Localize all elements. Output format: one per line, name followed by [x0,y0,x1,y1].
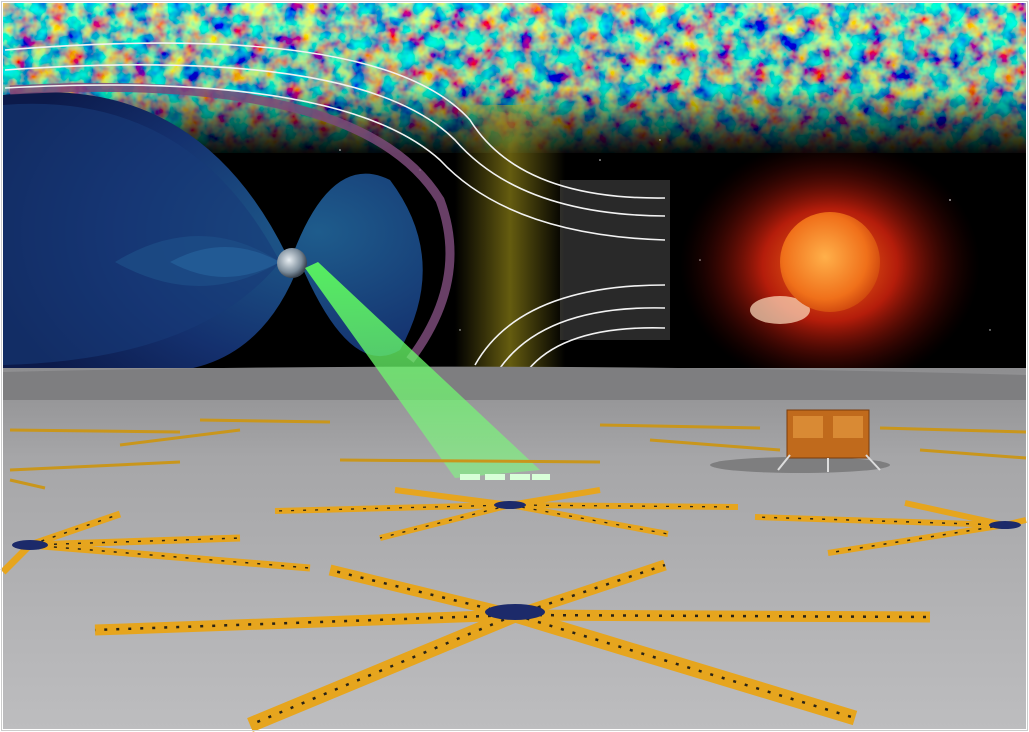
receiver [460,474,550,480]
data-beam [305,262,540,478]
magnetosphere [3,82,455,372]
horizon [3,366,1026,400]
field-lines [4,42,666,371]
antenna-array-left [0,510,311,575]
antenna-array-front [94,559,931,732]
far-arrays [9,418,1027,490]
earth [277,248,307,278]
antenna-array-right [754,500,1027,556]
lander [710,409,890,473]
solar-wind-band [455,105,565,370]
shock-front [560,180,670,340]
sun [680,140,980,390]
antenna-array-middle [274,487,739,541]
